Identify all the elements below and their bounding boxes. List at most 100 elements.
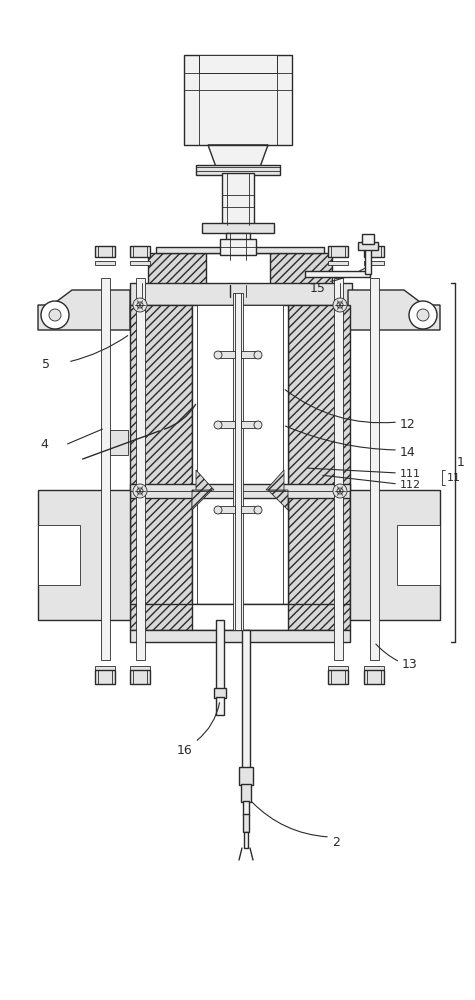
Bar	[362, 234, 374, 244]
Circle shape	[337, 302, 343, 308]
Polygon shape	[38, 525, 80, 585]
Bar	[239, 767, 253, 785]
Bar	[241, 784, 251, 802]
Polygon shape	[38, 490, 130, 620]
Circle shape	[137, 302, 143, 308]
Bar	[216, 421, 235, 428]
Bar	[95, 246, 115, 257]
Bar	[192, 604, 288, 630]
Text: 15: 15	[310, 282, 326, 294]
Bar	[95, 666, 115, 670]
Bar	[364, 246, 384, 257]
Text: 13: 13	[402, 658, 418, 672]
Bar	[364, 666, 384, 670]
Text: 1: 1	[457, 456, 465, 470]
Polygon shape	[397, 525, 440, 585]
Bar	[130, 604, 350, 630]
Bar	[233, 293, 243, 630]
Bar	[241, 421, 260, 428]
Circle shape	[417, 309, 429, 321]
Polygon shape	[38, 290, 130, 330]
Bar	[216, 506, 235, 513]
Text: 112: 112	[400, 480, 421, 490]
Bar	[244, 832, 248, 848]
Bar	[220, 239, 256, 255]
Bar	[216, 351, 235, 358]
Bar	[130, 283, 352, 305]
Polygon shape	[288, 490, 350, 605]
Text: 111: 111	[400, 469, 421, 479]
Polygon shape	[208, 145, 268, 167]
Bar	[328, 261, 348, 265]
Circle shape	[214, 506, 222, 514]
Text: 4: 4	[40, 438, 48, 452]
Text: 5: 5	[42, 359, 50, 371]
Bar	[328, 246, 348, 257]
Circle shape	[49, 309, 61, 321]
Text: 16: 16	[177, 744, 193, 756]
Circle shape	[41, 301, 69, 329]
Bar	[156, 247, 324, 253]
Bar	[358, 242, 378, 250]
Circle shape	[137, 488, 143, 494]
Bar	[136, 278, 145, 660]
Polygon shape	[350, 490, 440, 620]
Bar	[243, 801, 249, 815]
Polygon shape	[130, 490, 192, 605]
Text: 2: 2	[332, 836, 340, 848]
Bar	[130, 484, 350, 498]
Circle shape	[214, 421, 222, 429]
Circle shape	[409, 301, 437, 329]
Bar	[214, 688, 226, 698]
Polygon shape	[348, 290, 440, 330]
Circle shape	[337, 488, 343, 494]
Bar	[328, 670, 348, 684]
Bar	[95, 261, 115, 265]
Text: 11: 11	[447, 473, 461, 483]
Bar	[130, 246, 150, 257]
Bar	[216, 620, 224, 690]
Bar	[110, 430, 128, 455]
Bar	[365, 246, 371, 274]
Text: 12: 12	[400, 418, 416, 430]
Bar	[364, 670, 384, 684]
Bar	[192, 305, 288, 490]
Bar	[241, 351, 260, 358]
Bar	[328, 666, 348, 670]
Circle shape	[254, 421, 262, 429]
Circle shape	[133, 298, 147, 312]
Bar	[305, 271, 370, 277]
Bar	[197, 494, 283, 605]
Bar	[196, 165, 280, 175]
Polygon shape	[266, 470, 284, 490]
Circle shape	[333, 298, 347, 312]
Bar	[192, 490, 288, 605]
Bar	[226, 233, 250, 260]
Circle shape	[133, 484, 147, 498]
Bar	[101, 278, 110, 660]
Bar	[197, 305, 283, 486]
Text: 14: 14	[400, 446, 416, 458]
Bar	[95, 670, 115, 684]
Bar	[243, 814, 249, 832]
Polygon shape	[268, 490, 288, 510]
Polygon shape	[192, 490, 212, 510]
Circle shape	[254, 506, 262, 514]
Polygon shape	[130, 305, 192, 490]
Bar	[130, 670, 150, 684]
Bar	[364, 261, 384, 265]
Circle shape	[254, 351, 262, 359]
Bar	[241, 506, 260, 513]
Circle shape	[333, 484, 347, 498]
Bar	[130, 630, 350, 642]
Bar	[184, 55, 292, 145]
Bar	[242, 630, 250, 770]
Bar	[206, 253, 270, 285]
Bar	[216, 697, 224, 715]
Circle shape	[214, 351, 222, 359]
Bar	[130, 666, 150, 670]
Bar	[202, 223, 274, 233]
Bar	[222, 173, 254, 225]
Bar	[199, 55, 277, 73]
Bar	[148, 253, 332, 285]
